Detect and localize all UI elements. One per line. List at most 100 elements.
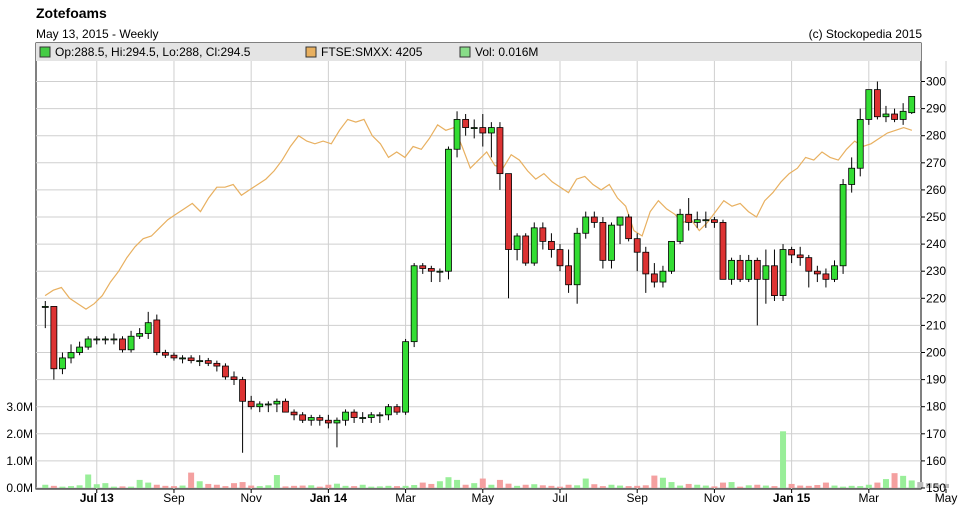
candle-body: [84, 338, 92, 348]
volume-bar: [694, 484, 701, 488]
volume-bar: [325, 484, 332, 488]
volume-bar: [805, 485, 812, 488]
candle-body: [239, 379, 246, 402]
candle-body: [711, 219, 718, 223]
candle-body: [676, 213, 684, 242]
volume-bar: [68, 486, 75, 488]
candle-body: [642, 251, 650, 275]
volume-bar: [205, 483, 212, 488]
volume-bar: [668, 482, 675, 488]
candle-body: [76, 346, 84, 353]
volume-bar: [574, 485, 581, 488]
candle-body: [625, 216, 633, 240]
candle-body: [505, 173, 512, 250]
volume-bar: [222, 486, 229, 488]
volume-bar: [711, 486, 718, 488]
volume-bar: [745, 485, 752, 488]
legend: Op:288.5, Hi:294.5, Lo:288, Cl:294.5 FTSE…: [39, 45, 538, 59]
candle-body: [839, 184, 847, 267]
candle-body: [256, 403, 264, 408]
candle-body: [359, 417, 367, 419]
candle-body: [590, 216, 598, 223]
candle-body: [659, 270, 667, 283]
candle-body: [273, 400, 281, 405]
candle-body: [376, 414, 384, 417]
volume-bar: [677, 485, 684, 488]
y-tick-label: 180: [926, 400, 946, 414]
candle-body: [796, 254, 804, 259]
volume-bar: [685, 483, 692, 488]
y-tick-label: 210: [926, 318, 946, 332]
volume-bar: [822, 482, 829, 488]
candle-body: [393, 406, 401, 413]
index-line: [44, 118, 913, 310]
volume-bar: [522, 484, 529, 488]
volume-bar: [514, 485, 521, 488]
volume-bar: [333, 483, 340, 488]
candle-body: [153, 319, 161, 353]
volume-bar: [617, 485, 624, 488]
volume-bar: [582, 478, 589, 488]
x-tick-label: Jan 14: [310, 491, 348, 505]
volume-bar: [136, 479, 143, 488]
legend-label: Op:288.5, Hi:294.5, Lo:288, Cl:294.5: [55, 45, 251, 59]
volume-bar: [308, 485, 315, 488]
candle-body: [822, 273, 830, 280]
candle-body: [668, 240, 675, 272]
candle-body: [367, 414, 375, 418]
volume-bar: [496, 479, 503, 488]
volume-bar: [762, 485, 769, 488]
volume-bar: [454, 479, 461, 488]
y-tick-label: 250: [926, 210, 946, 224]
candle-body: [213, 362, 221, 367]
candle-body: [110, 338, 118, 341]
candle-body: [402, 341, 409, 413]
volume-tick-label: 1.0M: [6, 454, 33, 468]
volume-bar: [462, 484, 469, 488]
volume-bar: [59, 486, 66, 488]
volume-bar: [42, 484, 49, 488]
volume-bar: [788, 483, 795, 488]
candle-body: [736, 259, 744, 280]
candle-body: [745, 259, 753, 280]
volume-bar: [840, 486, 847, 488]
y-tick-label: 240: [926, 237, 946, 251]
volume-bar: [719, 482, 726, 488]
volume-bar: [119, 486, 126, 488]
volume-bar: [273, 475, 280, 488]
candle-body: [282, 400, 289, 413]
volume-bar: [102, 483, 109, 488]
volume-bar: [85, 474, 92, 488]
candle-body: [539, 227, 547, 242]
y-tick-label: 260: [926, 183, 946, 197]
volume-bar: [110, 486, 117, 488]
volume-bar: [565, 484, 572, 488]
volume-bar: [145, 482, 152, 488]
volume-bar: [162, 485, 169, 488]
volume-bar: [471, 483, 478, 488]
candle-body: [136, 333, 144, 337]
volume-bar: [917, 482, 924, 488]
candle-body: [548, 240, 555, 250]
volume-bar: [556, 486, 563, 488]
y-tick-label: 150: [926, 481, 946, 495]
candle-body: [728, 259, 735, 280]
volume-bar: [170, 486, 177, 488]
candle-body: [324, 419, 332, 424]
volume-bar: [539, 485, 546, 488]
volume-bar: [659, 477, 666, 488]
page-title: Zotefoams: [36, 5, 107, 21]
volume-bars: [42, 431, 950, 488]
chart-subtitle: May 13, 2015 - Weekly: [36, 27, 159, 41]
x-tick-label: Nov: [704, 491, 725, 505]
candle-body: [899, 110, 907, 120]
volume-bar: [505, 483, 512, 488]
candle-body: [196, 360, 204, 363]
candle-body: [753, 259, 761, 280]
candle-body: [144, 322, 152, 334]
volume-bar: [814, 485, 821, 488]
volume-bar: [771, 486, 778, 488]
index-line-group: [44, 118, 913, 310]
candle-body: [565, 265, 572, 286]
candle-body: [204, 360, 212, 364]
